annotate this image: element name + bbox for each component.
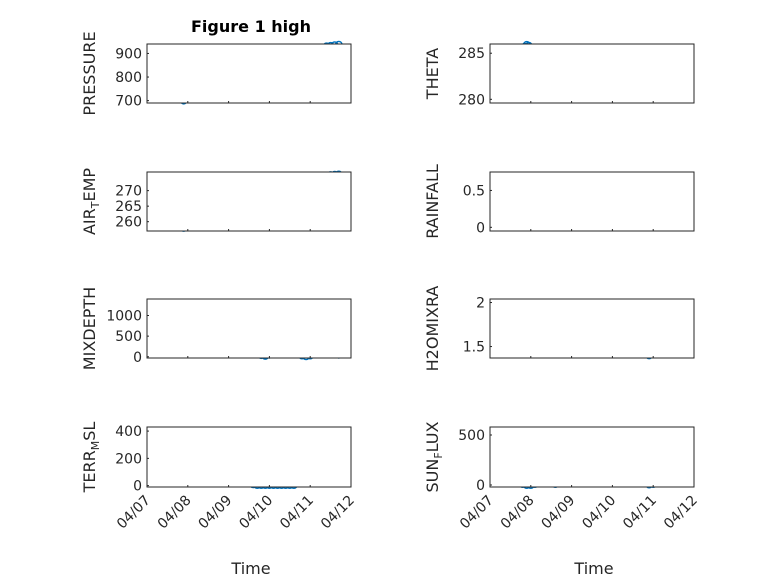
terr_msl-y-tick-label: 0: [133, 479, 142, 495]
h2omixra-y-tick-label: 1.5: [463, 340, 485, 356]
air_temp-y-axis-label: AIRTEMP: [80, 168, 102, 235]
mixdepth-y-axis-label: MIXDEPTH: [80, 287, 99, 370]
rainfall-y-tick-label: 0: [476, 220, 485, 236]
air_temp-y-tick-label: 270: [115, 184, 142, 200]
air_temp-y-tick-label: 260: [115, 215, 142, 231]
rainfall-y-tick-label: 0.5: [463, 183, 485, 199]
theta-axes-box: [489, 43, 695, 104]
x-axis-label-left: Time: [230, 559, 270, 578]
sun_flux-y-axis-label: SUNFLUX: [423, 421, 445, 492]
h2omixra-y-axis-label: H2OMIXRA: [423, 286, 442, 372]
sun_flux-y-tick-label: 0: [476, 478, 485, 494]
terr_msl-axes-box: [146, 426, 352, 488]
sun_flux-y-tick-label: 500: [458, 428, 485, 444]
panel-pressure: 700 800 900 PRESSURE: [80, 31, 352, 116]
rainfall-y-axis-label: RAINFALL: [423, 164, 442, 239]
panel-h2omixra: 1.5 2 H2OMIXRA: [423, 286, 695, 372]
theta-y-axis-label: THETA: [423, 48, 442, 100]
air_temp-axes-box: [146, 171, 352, 232]
mixdepth-axes-box: [146, 298, 352, 359]
mixdepth-y-tick-label: 500: [115, 329, 142, 345]
figure-title: Figure 1 high: [191, 17, 311, 36]
h2omixra-axes-box: [489, 298, 695, 359]
theta-y-tick-label: 280: [458, 92, 485, 108]
panel-theta: 280 285 THETA: [423, 40, 695, 108]
terr_msl-y-tick-label: 200: [115, 451, 142, 467]
pressure-y-tick-label: 900: [115, 46, 142, 62]
panel-rainfall: 0 0.5 RAINFALL: [423, 164, 695, 239]
sun_flux-axes-box: [489, 426, 695, 488]
panel-mixdepth: 0 500 1000 MIXDEPTH: [80, 287, 352, 370]
pressure-y-axis-label: PRESSURE: [80, 31, 99, 115]
h2omixra-y-tick-label: 2: [476, 296, 485, 312]
pressure-axes-box: [146, 43, 352, 104]
mixdepth-y-tick-label: 0: [133, 350, 142, 366]
theta-y-tick-label: 285: [458, 46, 485, 62]
terr_msl-y-tick-label: 400: [115, 424, 142, 440]
mixdepth-y-tick-label: 1000: [106, 309, 142, 325]
air_temp-y-tick-label: 265: [115, 199, 142, 215]
rainfall-axes-box: [489, 171, 695, 232]
x-axis-label-right: Time: [573, 559, 613, 578]
pressure-y-tick-label: 700: [115, 94, 142, 110]
terr_msl-y-axis-label: TERRMSL: [80, 422, 102, 494]
pressure-y-tick-label: 800: [115, 70, 142, 86]
